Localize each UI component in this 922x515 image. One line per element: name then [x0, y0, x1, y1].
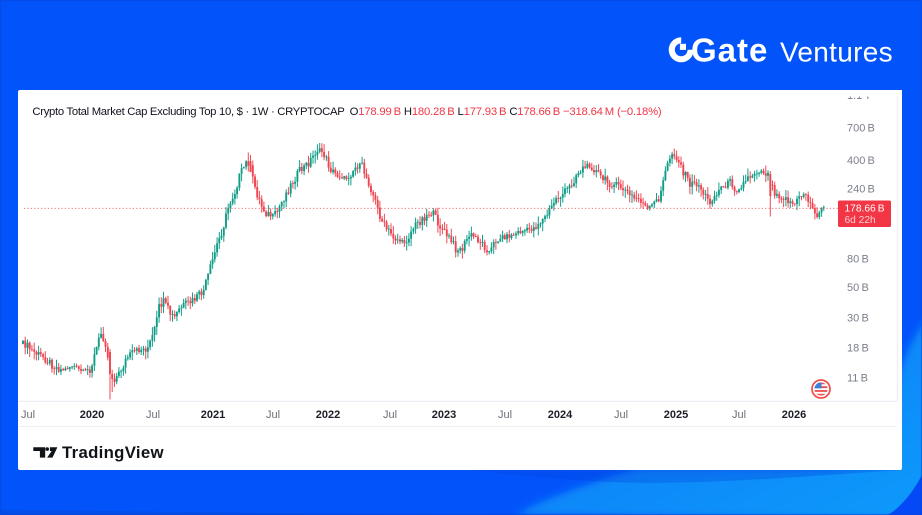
- svg-text:2024: 2024: [548, 409, 573, 421]
- svg-text:2023: 2023: [432, 409, 456, 421]
- svg-text:2022: 2022: [316, 409, 340, 421]
- svg-text:Gate: Gate: [691, 32, 768, 69]
- svg-text:Jul: Jul: [383, 409, 397, 421]
- svg-text:Crypto Total Market Cap Exclud: Crypto Total Market Cap Excluding Top 10…: [32, 106, 344, 118]
- svg-text:80 B: 80 B: [847, 254, 869, 266]
- svg-text:Ventures: Ventures: [780, 37, 893, 68]
- svg-text:Jul: Jul: [732, 409, 746, 421]
- svg-text:Jul: Jul: [614, 409, 628, 421]
- svg-text:2021: 2021: [201, 409, 225, 421]
- svg-text:30 B: 30 B: [847, 313, 869, 325]
- svg-text:6d 22h: 6d 22h: [845, 215, 876, 226]
- svg-text:Jul: Jul: [146, 409, 160, 421]
- svg-text:18 B: 18 B: [847, 343, 869, 355]
- svg-text:11 B: 11 B: [847, 373, 868, 385]
- svg-text:700 B: 700 B: [847, 123, 875, 135]
- svg-text:Jul: Jul: [266, 409, 280, 421]
- svg-text:O178.99 B H180.28 B L177.93: O178.99 B H180.28 B L177.93 B C178.66 B …: [350, 106, 662, 118]
- svg-text:240 B: 240 B: [847, 184, 875, 196]
- svg-text:50 B: 50 B: [847, 282, 869, 294]
- svg-text:2026: 2026: [782, 409, 806, 421]
- svg-text:2020: 2020: [80, 409, 104, 421]
- svg-text:2025: 2025: [664, 409, 688, 421]
- svg-text:TradingView: TradingView: [62, 443, 164, 462]
- svg-text:178.66 B: 178.66 B: [845, 204, 885, 215]
- svg-text:Jul: Jul: [498, 409, 512, 421]
- svg-text:Jul: Jul: [21, 409, 35, 421]
- svg-text:400 B: 400 B: [847, 155, 875, 167]
